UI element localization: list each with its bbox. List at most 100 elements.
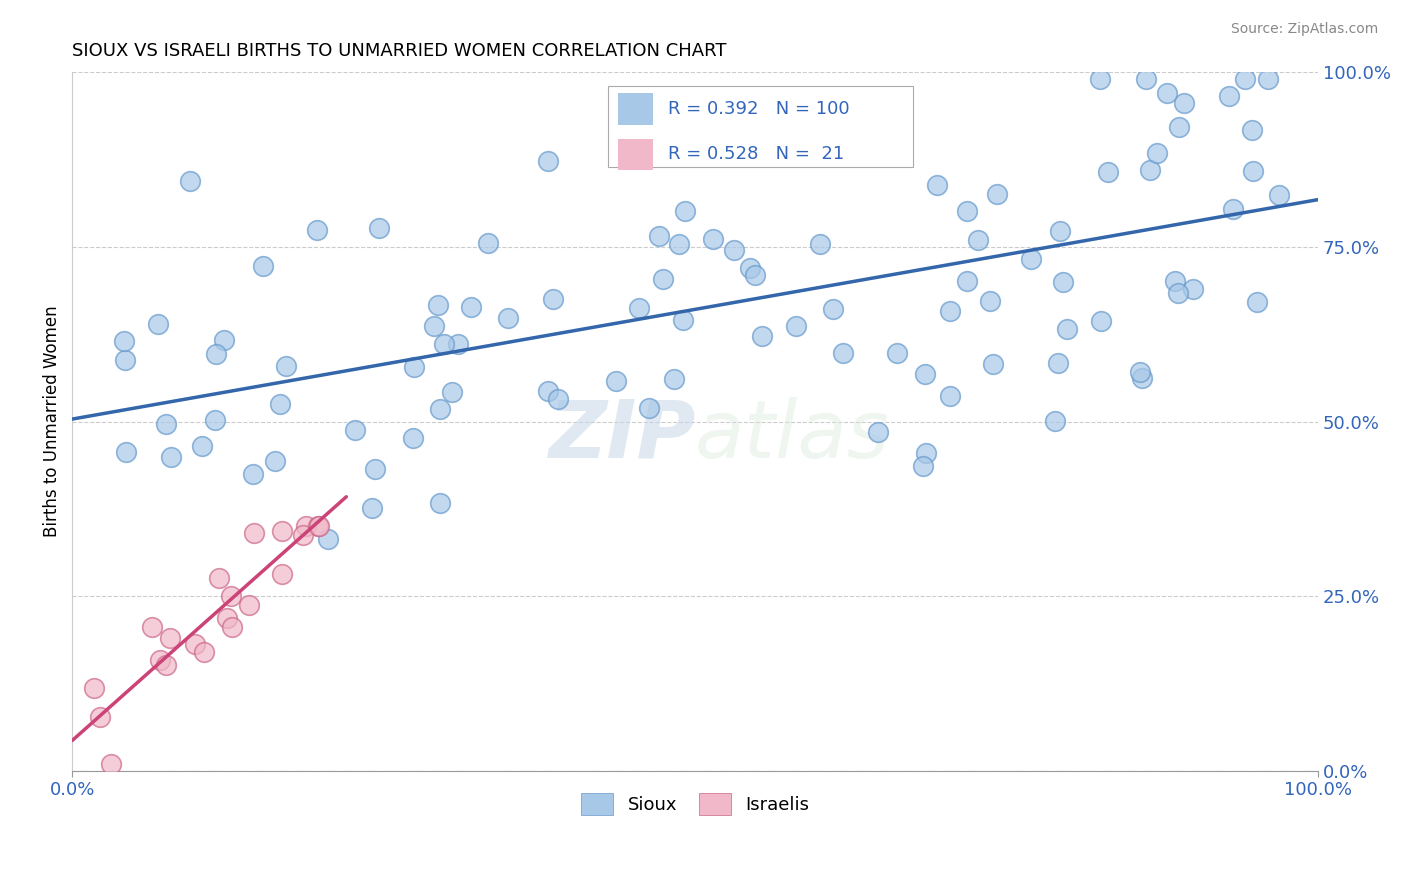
Point — [269, 397, 291, 411]
Point — [1233, 72, 1256, 87]
Point — [821, 302, 844, 317]
Point — [1045, 414, 1067, 428]
Point — [543, 292, 565, 306]
Point — [738, 261, 761, 276]
Point — [868, 425, 890, 439]
Point — [159, 631, 181, 645]
Point — [1181, 282, 1204, 296]
Point — [744, 268, 766, 282]
Point — [1241, 123, 1264, 137]
Point — [155, 658, 177, 673]
Point — [1222, 202, 1244, 216]
Point — [939, 304, 962, 318]
Point — [605, 375, 627, 389]
Point — [433, 337, 456, 351]
Point — [1257, 72, 1279, 87]
Point — [1135, 72, 1157, 87]
Point — [966, 234, 988, 248]
Point — [1167, 285, 1189, 300]
Point — [1049, 223, 1071, 237]
Point — [208, 571, 231, 585]
Point — [1052, 275, 1074, 289]
Point — [1164, 274, 1187, 288]
Point — [367, 220, 389, 235]
Point — [537, 154, 560, 169]
Point — [914, 367, 936, 381]
Point — [292, 528, 315, 542]
Point — [647, 228, 669, 243]
FancyBboxPatch shape — [607, 87, 914, 167]
Point — [242, 526, 264, 541]
Point — [886, 346, 908, 360]
Point — [401, 431, 423, 445]
Point — [986, 186, 1008, 201]
Point — [808, 237, 831, 252]
Point — [1139, 162, 1161, 177]
Point — [447, 337, 470, 351]
FancyBboxPatch shape — [619, 139, 652, 170]
Point — [477, 236, 499, 251]
Point — [673, 204, 696, 219]
Point — [219, 589, 242, 603]
Point — [1088, 72, 1111, 87]
Point — [1090, 313, 1112, 327]
Point — [1246, 295, 1268, 310]
Point — [305, 223, 328, 237]
Point — [308, 519, 330, 533]
Point — [537, 384, 560, 398]
Point — [252, 259, 274, 273]
Y-axis label: Births to Unmarried Women: Births to Unmarried Women — [44, 306, 60, 537]
Point — [149, 653, 172, 667]
Point — [1268, 188, 1291, 202]
Point — [426, 298, 449, 312]
Point — [1056, 322, 1078, 336]
Point — [956, 274, 979, 288]
Text: Source: ZipAtlas.com: Source: ZipAtlas.com — [1230, 22, 1378, 37]
Point — [1130, 370, 1153, 384]
Point — [915, 445, 938, 459]
Point — [1146, 145, 1168, 160]
Point — [83, 681, 105, 696]
Point — [263, 454, 285, 468]
Point — [1156, 86, 1178, 100]
Legend: Sioux, Israelis: Sioux, Israelis — [572, 784, 818, 824]
Point — [547, 392, 569, 406]
Point — [404, 360, 426, 375]
Point — [628, 301, 651, 315]
Text: R = 0.528   N =  21: R = 0.528 N = 21 — [668, 145, 844, 163]
Point — [637, 401, 659, 416]
Point — [343, 423, 366, 437]
Point — [221, 620, 243, 634]
Point — [1097, 165, 1119, 179]
Point — [460, 300, 482, 314]
Point — [651, 272, 673, 286]
Point — [361, 500, 384, 515]
Point — [1218, 89, 1240, 103]
Point — [1173, 96, 1195, 111]
Point — [1046, 356, 1069, 370]
Point — [939, 388, 962, 402]
Text: R = 0.392   N = 100: R = 0.392 N = 100 — [668, 100, 849, 118]
Point — [785, 319, 807, 334]
FancyBboxPatch shape — [619, 94, 652, 125]
Point — [912, 458, 935, 473]
Point — [429, 402, 451, 417]
Point — [316, 533, 339, 547]
Point — [981, 357, 1004, 371]
Point — [1019, 252, 1042, 266]
Point — [179, 174, 201, 188]
Point — [956, 204, 979, 219]
Point — [702, 232, 724, 246]
Point — [191, 439, 214, 453]
Point — [886, 132, 908, 146]
Point — [363, 461, 385, 475]
Point — [672, 313, 695, 327]
Point — [215, 611, 238, 625]
Point — [89, 709, 111, 723]
Point — [498, 311, 520, 326]
Point — [831, 346, 853, 360]
Point — [100, 756, 122, 771]
Text: atlas: atlas — [695, 397, 890, 475]
Point — [193, 645, 215, 659]
Point — [979, 293, 1001, 308]
